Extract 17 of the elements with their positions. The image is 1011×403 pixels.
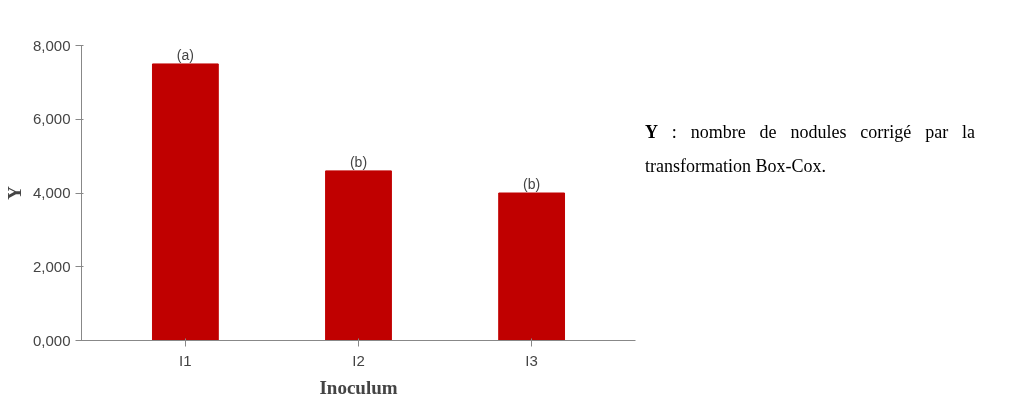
text: Y xyxy=(3,186,25,200)
annotation: (a) xyxy=(176,46,194,63)
y-tick-label: 4,000 xyxy=(32,184,71,201)
x-tick-label: I2 xyxy=(352,351,365,369)
bar xyxy=(498,192,566,341)
bar xyxy=(151,63,219,341)
y-tick-label: 8,000 xyxy=(32,36,71,54)
x-axis-title: Inoculum xyxy=(319,376,398,398)
y-tick-label: 0,000 xyxy=(32,331,71,349)
x-tick-label: I3 xyxy=(525,351,538,369)
y-axis-title: Y xyxy=(645,122,658,142)
bar xyxy=(325,170,392,341)
x-tick-label: I1 xyxy=(179,351,192,369)
y-tick-label: 6,000 xyxy=(32,110,71,128)
annotation: (b) xyxy=(523,176,541,192)
y-tick-label: 2,000 xyxy=(32,257,71,275)
annotation: (b) xyxy=(349,153,368,170)
